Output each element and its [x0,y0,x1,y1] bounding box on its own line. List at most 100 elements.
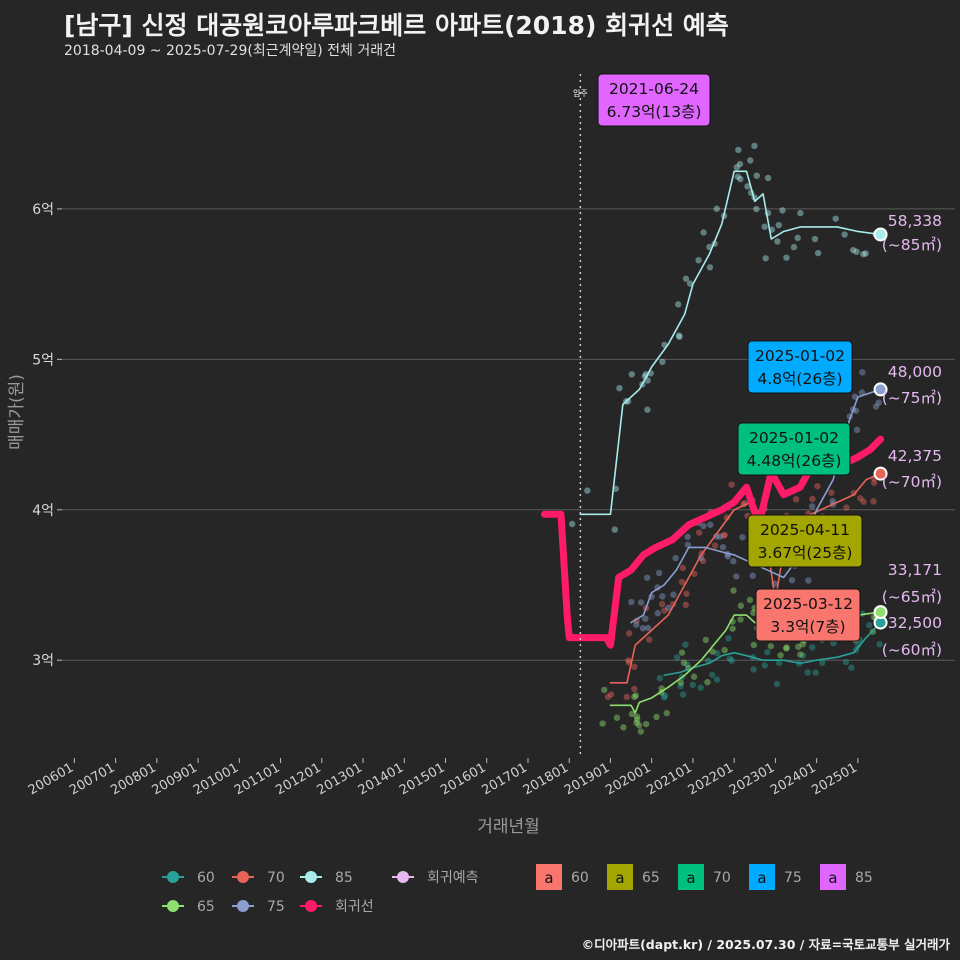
trade-point [799,652,807,659]
x-tick-label: 202001 [603,760,653,798]
trade-point [665,604,672,612]
series-line-70 [609,472,882,684]
trade-point [713,676,721,683]
trade-point [631,693,638,701]
x-tick-label: 201001 [191,760,241,798]
series-line-85 [579,170,882,516]
trade-point [809,644,816,651]
y-axis-label: 매매가(원) [7,374,27,450]
chart-subtitle: 2018-04-09 ~ 2025-07-29(최근계약일) 전체 거래건 [64,43,396,59]
legend-label-name: 60 [571,870,589,886]
legend-label-swatch [678,864,704,890]
series-endpoint-85 [873,227,888,242]
trade-point [684,541,692,548]
trade-point [859,369,866,376]
trade-point [746,596,754,604]
trade-point [812,669,819,676]
trade-point [794,234,801,242]
series-endpoint-75 [873,382,888,397]
legend-dot [237,871,249,883]
trade-point [702,636,709,644]
trade-point [719,543,727,551]
trade-point [633,719,640,726]
trade-point [866,621,873,629]
trade-point [730,558,737,565]
trade-point [779,207,786,214]
trade-point [711,542,719,549]
trade-point [733,573,740,580]
trade-point [852,407,860,414]
trade-point [733,164,740,171]
legend-dot [397,871,409,883]
series-endpoint-70 [873,466,888,481]
trade-point [750,641,758,649]
trade-point [660,694,668,701]
callout-60: 2025-03-12 3.3억(7층) [755,588,861,642]
trade-point [691,570,698,577]
callout-date: 2025-04-11 [760,521,850,539]
callout-85: 2021-06-24 6.73억(13층) [597,73,711,127]
trade-point [761,662,768,669]
trade-point [792,496,800,503]
trade-point [872,403,880,410]
trade-point [616,384,623,392]
trade-point [635,722,643,729]
legend-label: 60 [197,870,215,886]
trade-point [870,479,878,486]
callout-date: 2025-03-12 [763,595,853,613]
trade-point [682,275,690,282]
trade-point [775,659,783,667]
trade-point [730,587,737,594]
x-axis: 2006012007012008012009012010012011012012… [26,758,860,837]
trade-point [628,598,635,606]
end-label-value: 32,500 [888,614,942,632]
x-axis-label: 거래년월 [477,817,540,837]
legend-label-key: a [686,869,695,887]
legend-dot [167,900,179,912]
end-label-area: (~85㎡) [882,236,942,254]
legend-label-key: a [757,869,766,887]
trade-point [653,713,660,721]
x-tick-label: 202201 [686,760,736,798]
trade-point [700,229,707,236]
callouts: 2021-06-246.73억(13층)2025-01-024.8억(26층)2… [597,73,863,642]
legend-label-name: 70 [713,870,731,886]
legend-item-75: 75 [232,899,285,915]
callout-box [737,422,851,476]
trade-point [684,661,691,668]
trade-point [697,684,704,691]
legend-label: 75 [267,899,285,915]
trade-point [721,531,728,539]
series-line-60 [663,621,882,677]
legend-label-name: 65 [642,870,660,886]
legend-dot [237,900,249,912]
trade-point [753,205,760,213]
trade-point [811,235,819,243]
trade-point [709,648,716,655]
x-tick-label: 201501 [397,760,447,798]
trade-point [832,215,839,222]
trade-point [764,648,771,656]
trade-point [744,183,751,190]
trade-point [728,481,735,488]
trade-point [611,526,618,533]
trade-point [674,301,682,308]
end-label-value: 58,338 [888,212,942,230]
trade-point [841,231,848,238]
trade-point [644,624,652,632]
legend-label-item-65: a 65 [607,864,660,890]
trade-point [819,659,826,667]
trade-point [736,160,744,168]
trade-point [683,590,690,597]
trade-point [783,644,790,651]
trade-point [737,602,745,609]
trade-point [678,578,686,586]
trade-point [726,655,734,662]
callout-price: 4.48억(26층) [747,452,842,470]
trade-point [677,679,685,686]
move-in-label: 입주 [573,89,588,98]
legend-label-key: a [615,869,624,887]
trade-point [673,654,681,661]
legend-label-swatch [536,864,562,890]
